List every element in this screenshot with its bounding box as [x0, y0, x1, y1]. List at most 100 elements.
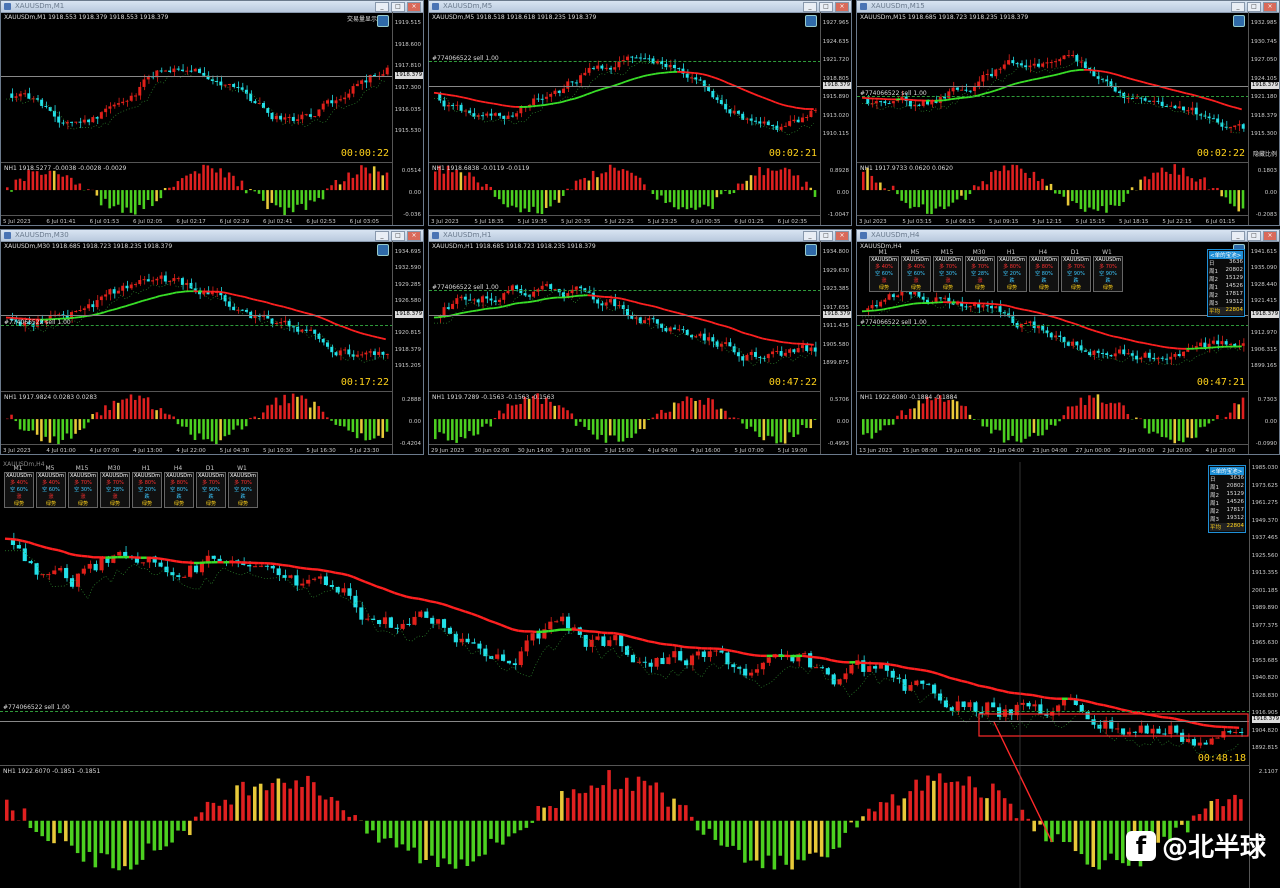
candle[interactable] [406, 623, 411, 625]
candle[interactable] [879, 301, 883, 307]
candle[interactable] [146, 279, 150, 282]
candle[interactable] [313, 329, 317, 334]
candle[interactable] [642, 661, 647, 663]
candle[interactable] [438, 92, 442, 101]
candle[interactable] [1224, 126, 1228, 128]
candle[interactable] [323, 576, 328, 586]
candle[interactable] [926, 100, 929, 105]
candle[interactable] [515, 285, 519, 289]
candle[interactable] [920, 680, 925, 684]
candle[interactable] [485, 113, 489, 116]
candle[interactable] [1150, 728, 1155, 734]
candle[interactable] [1026, 702, 1031, 707]
candle[interactable] [1197, 742, 1202, 746]
candle[interactable] [1233, 125, 1237, 128]
candle[interactable] [75, 573, 80, 587]
candle[interactable] [530, 633, 535, 641]
candle[interactable] [371, 618, 376, 621]
candle[interactable] [264, 565, 269, 567]
candle[interactable] [95, 300, 99, 308]
candle[interactable] [943, 97, 947, 99]
candle[interactable] [719, 343, 723, 347]
candle[interactable] [347, 93, 351, 98]
candle[interactable] [158, 562, 163, 567]
timeframe-column-d1[interactable]: D1 XAUUSDm 多 70% 空 90% 跌 绿势 [1061, 249, 1091, 292]
maximize-button[interactable]: □ [1247, 231, 1261, 241]
candle[interactable] [151, 280, 155, 282]
candle[interactable] [459, 104, 463, 111]
candle[interactable] [359, 607, 364, 620]
candle[interactable] [719, 99, 723, 105]
candle[interactable] [908, 291, 912, 295]
candle[interactable] [472, 113, 476, 117]
timeframe-panel[interactable]: M1 XAUUSDm 多 40% 空 60% 涨 绿势 M5 XAUUSDm 多… [869, 249, 1123, 292]
candle[interactable] [364, 80, 368, 83]
candle[interactable] [308, 329, 312, 331]
candle[interactable] [651, 318, 655, 320]
candle[interactable] [1203, 742, 1208, 745]
candle[interactable] [1164, 105, 1168, 107]
candle[interactable] [451, 104, 455, 106]
candle[interactable] [465, 638, 470, 643]
candle[interactable] [247, 564, 252, 567]
candle[interactable] [108, 289, 112, 295]
candle[interactable] [540, 98, 544, 100]
order-line[interactable] [1, 325, 393, 326]
candle[interactable] [926, 683, 931, 685]
candle[interactable] [82, 308, 86, 311]
price-scale[interactable]: 1919.515 1918.600 1917.810 1917.300 1916.035… [392, 12, 423, 225]
candle[interactable] [991, 702, 996, 708]
candle[interactable] [317, 109, 321, 117]
candle[interactable] [210, 79, 214, 82]
candle[interactable] [553, 90, 557, 94]
candle[interactable] [566, 293, 570, 298]
chart-canvas[interactable] [857, 12, 1251, 226]
chart-window-5[interactable]: XAUUSDm,H1 _ □ × XAUUSDm,H1 1918.685 191… [428, 229, 852, 455]
candle[interactable] [23, 322, 27, 326]
candle[interactable] [1122, 349, 1126, 355]
candle[interactable] [1241, 343, 1245, 346]
candle[interactable] [608, 299, 612, 303]
candle[interactable] [274, 322, 278, 324]
candle[interactable] [808, 653, 813, 668]
candle[interactable] [668, 327, 672, 332]
candle[interactable] [1050, 711, 1055, 716]
candle[interactable] [1049, 62, 1053, 64]
candle[interactable] [783, 352, 787, 356]
candle[interactable] [1008, 709, 1013, 716]
timeframe-box[interactable]: XAUUSDm 多 70% 空 30% 涨 绿势 [933, 256, 963, 292]
candle[interactable] [947, 91, 951, 99]
candle[interactable] [180, 278, 184, 285]
candle[interactable] [493, 113, 497, 116]
candle[interactable] [99, 296, 103, 301]
candle[interactable] [1186, 349, 1190, 352]
candle[interactable] [1032, 321, 1036, 329]
candle[interactable] [18, 321, 22, 326]
candle[interactable] [510, 285, 514, 291]
candle[interactable] [668, 64, 672, 68]
candle[interactable] [994, 306, 998, 309]
candle[interactable] [172, 278, 176, 281]
candle[interactable] [934, 297, 938, 302]
candle[interactable] [78, 121, 82, 123]
candle[interactable] [1058, 59, 1062, 62]
candle[interactable] [1096, 350, 1100, 353]
candle[interactable] [270, 318, 274, 324]
candle[interactable] [985, 702, 990, 715]
candle[interactable] [279, 115, 283, 120]
candle[interactable] [647, 58, 651, 60]
candle[interactable] [874, 101, 878, 104]
candle[interactable] [1203, 115, 1207, 117]
candle[interactable] [977, 81, 981, 87]
candle[interactable] [643, 58, 647, 60]
candle[interactable] [613, 635, 618, 641]
candle[interactable] [685, 73, 689, 78]
candle[interactable] [351, 354, 355, 357]
candle[interactable] [330, 346, 334, 353]
candle[interactable] [57, 314, 61, 316]
candle[interactable] [1007, 60, 1011, 65]
candle[interactable] [571, 627, 576, 629]
candle[interactable] [524, 640, 529, 652]
candle[interactable] [1194, 107, 1198, 115]
candle[interactable] [1194, 346, 1198, 349]
